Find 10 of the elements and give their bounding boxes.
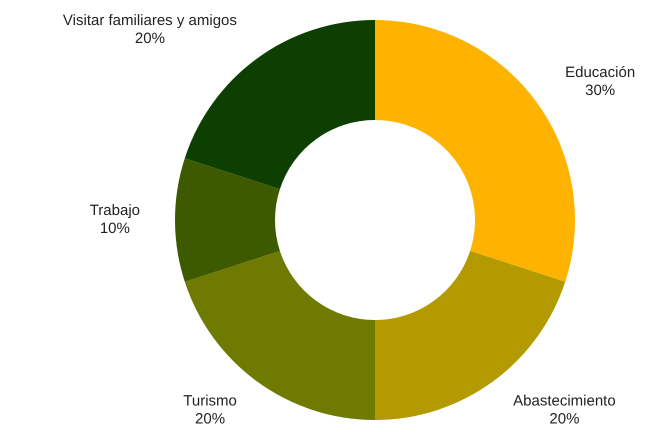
slice-label: Visitar familiares y amigos xyxy=(62,12,237,30)
slice-label: Educación xyxy=(565,64,636,82)
data-label: 20% xyxy=(134,30,165,48)
data-label: 20% xyxy=(549,410,580,428)
slice-label: Turismo xyxy=(183,392,237,410)
slice-label: Abastecimiento xyxy=(513,392,616,410)
data-label: 20% xyxy=(195,410,226,428)
data-label: 30% xyxy=(585,82,616,100)
slice-label: Trabajo xyxy=(90,202,140,220)
data-label: 10% xyxy=(100,220,130,238)
